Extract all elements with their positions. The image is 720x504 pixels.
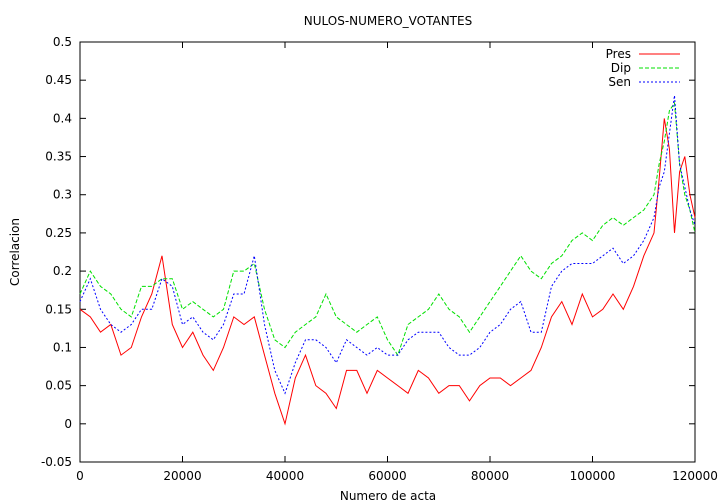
- y-tick-label: 0.4: [53, 111, 72, 125]
- x-tick-label: 80000: [471, 469, 509, 483]
- series-line-dip: [79, 101, 696, 357]
- y-axis-label: Correlacion: [8, 218, 22, 286]
- y-tick-label: 0.1: [53, 340, 72, 354]
- x-tick-label: 0: [76, 469, 84, 483]
- series-line-pres: [79, 118, 696, 426]
- y-tick-label: 0.5: [53, 35, 72, 49]
- series-line-sen: [79, 95, 696, 395]
- y-tick-label: 0.15: [45, 302, 72, 316]
- y-tick-label: 0.3: [53, 188, 72, 202]
- y-tick-label: 0.05: [45, 379, 72, 393]
- x-tick-label: 60000: [368, 469, 406, 483]
- series-lines: [79, 95, 696, 426]
- x-axis-label: Numero de acta: [340, 489, 436, 503]
- y-tick-label: 0.25: [45, 226, 72, 240]
- y-tick-label: 0.35: [45, 150, 72, 164]
- y-axis: -0.05 0 0.05 0.1 0.15 0.2 0.25 0.3 0.35 0.4 0.45 0.…: [41, 35, 695, 469]
- y-tick-label: 0: [64, 417, 72, 431]
- x-tick-label: 100000: [570, 469, 616, 483]
- x-axis: 0 20000 40000 60000 80000 100000 120000: [76, 42, 718, 483]
- y-tick-label: -0.05: [41, 455, 72, 469]
- x-tick-label: 120000: [672, 469, 718, 483]
- plot-frame: [79, 41, 696, 463]
- legend-label-sen: Sen: [608, 75, 631, 89]
- x-tick-label: 20000: [163, 469, 201, 483]
- legend-label-dip: Dip: [611, 61, 631, 75]
- chart-title: NULOS-NUMERO_VOTANTES: [304, 14, 472, 28]
- y-tick-label: 0.45: [45, 73, 72, 87]
- y-tick-label: 0.2: [53, 264, 72, 278]
- x-tick-label: 40000: [266, 469, 304, 483]
- legend-label-pres: Pres: [606, 47, 631, 61]
